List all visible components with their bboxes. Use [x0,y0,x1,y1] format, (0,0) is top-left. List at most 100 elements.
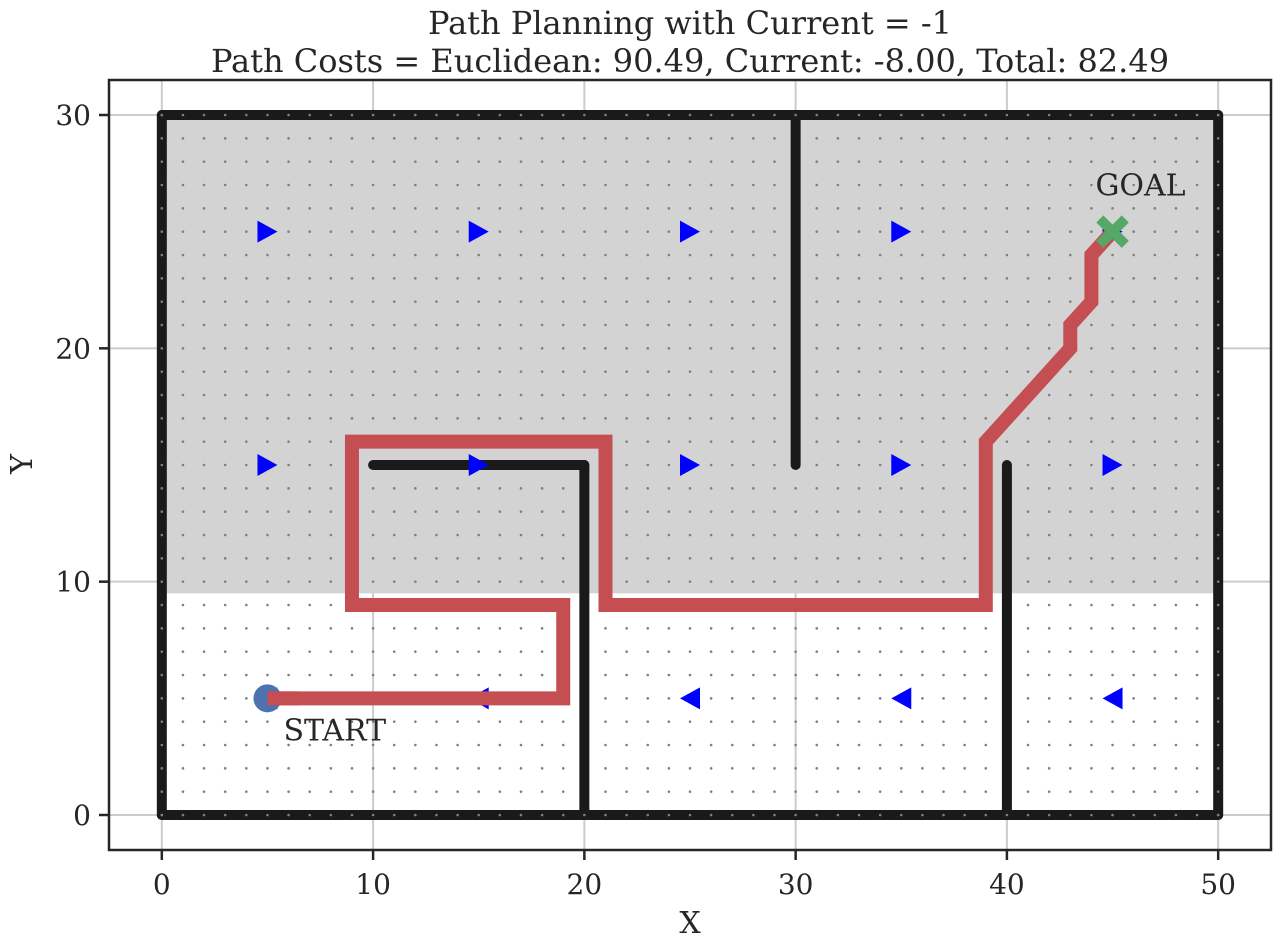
grid-dot [1005,137,1009,140]
grid-dot [1090,487,1093,490]
grid-dot [1047,650,1051,653]
grid-dot [371,510,375,513]
grid-dot [1132,580,1135,583]
grid-dot [414,160,417,163]
grid-dot [1047,347,1051,350]
grid-dot [392,370,396,373]
wall-dot [371,113,375,117]
grid-dot [583,160,586,163]
grid-dot [1068,300,1072,303]
grid-dot [477,720,481,723]
grid-dot [752,323,755,327]
grid-dot [350,323,354,327]
grid-dot [1068,557,1072,560]
grid-dot [287,277,290,280]
grid-dot [899,417,903,420]
grid-dot [857,207,861,210]
grid-dot [1111,487,1114,490]
grid-dot [583,253,586,257]
grid-dot [963,767,966,770]
grid-dot [646,720,650,723]
grid-dot [730,767,734,770]
grid-dot [794,767,797,770]
grid-dot [688,160,692,163]
grid-dot [561,137,565,140]
grid-dot [773,300,776,303]
grid-dot [414,370,417,373]
grid-dot [1174,790,1178,793]
grid-dot [329,347,333,350]
grid-dot [371,300,375,303]
grid-dot [1111,160,1114,163]
grid-dot [181,300,185,303]
grid-dot [857,183,861,187]
grid-dot [836,440,840,443]
wall-dot [160,720,164,723]
grid-dot [646,487,650,490]
grid-dot [984,673,988,677]
grid-dot [709,557,713,560]
grid-dot [815,207,819,210]
grid-dot [646,533,650,537]
wall-dot [836,813,840,817]
wall-dot [625,113,628,117]
x-tick-label: 10 [355,868,391,901]
grid-dot [223,137,227,140]
grid-dot [350,627,354,630]
wall-dot [160,230,164,233]
grid-dot [308,767,312,770]
grid-dot [963,673,966,677]
grid-dot [836,487,840,490]
grid-dot [245,417,248,420]
grid-dot [414,743,417,747]
grid-dot [1153,510,1157,513]
grid-dot [1132,370,1135,373]
grid-dot [561,300,565,303]
grid-dot [688,673,692,677]
grid-dot [1090,160,1093,163]
wall-dot [329,113,333,117]
grid-dot [245,697,248,700]
grid-dot [456,650,459,653]
grid-dot [583,300,586,303]
wall-dot [625,813,628,817]
grid-dot [625,463,628,467]
grid-dot [1090,743,1093,747]
wall-dot [160,160,164,163]
grid-dot [752,697,755,700]
grid-dot [921,253,924,257]
grid-dot [709,767,713,770]
grid-dot [1047,300,1051,303]
grid-dot [561,417,565,420]
grid-dot [1174,137,1178,140]
grid-dot [181,533,185,537]
grid-dot [435,370,438,373]
wall-dot [160,650,164,653]
wall-dot [1216,627,1220,630]
grid-dot [1005,230,1009,233]
current-arrow-right [680,220,700,243]
grid-dot [773,627,776,630]
grid-dot [287,487,290,490]
grid-dot [646,790,650,793]
grid-dot [1005,323,1009,327]
wall-dot [730,813,734,817]
grid-dot [456,673,459,677]
grid-dot [963,137,966,140]
grid-dot [815,673,819,677]
grid-dot [350,650,354,653]
wall-dot [371,813,375,817]
grid-dot [604,277,607,280]
grid-dot [245,743,248,747]
wall-dot [498,113,502,117]
grid-dot [1195,487,1199,490]
grid-dot [223,603,227,607]
grid-dot [287,300,290,303]
grid-dot [371,253,375,257]
grid-dot [1026,323,1030,327]
grid-dot [730,533,734,537]
grid-dot [857,440,861,443]
grid-dot [371,277,375,280]
grid-dot [477,183,481,187]
